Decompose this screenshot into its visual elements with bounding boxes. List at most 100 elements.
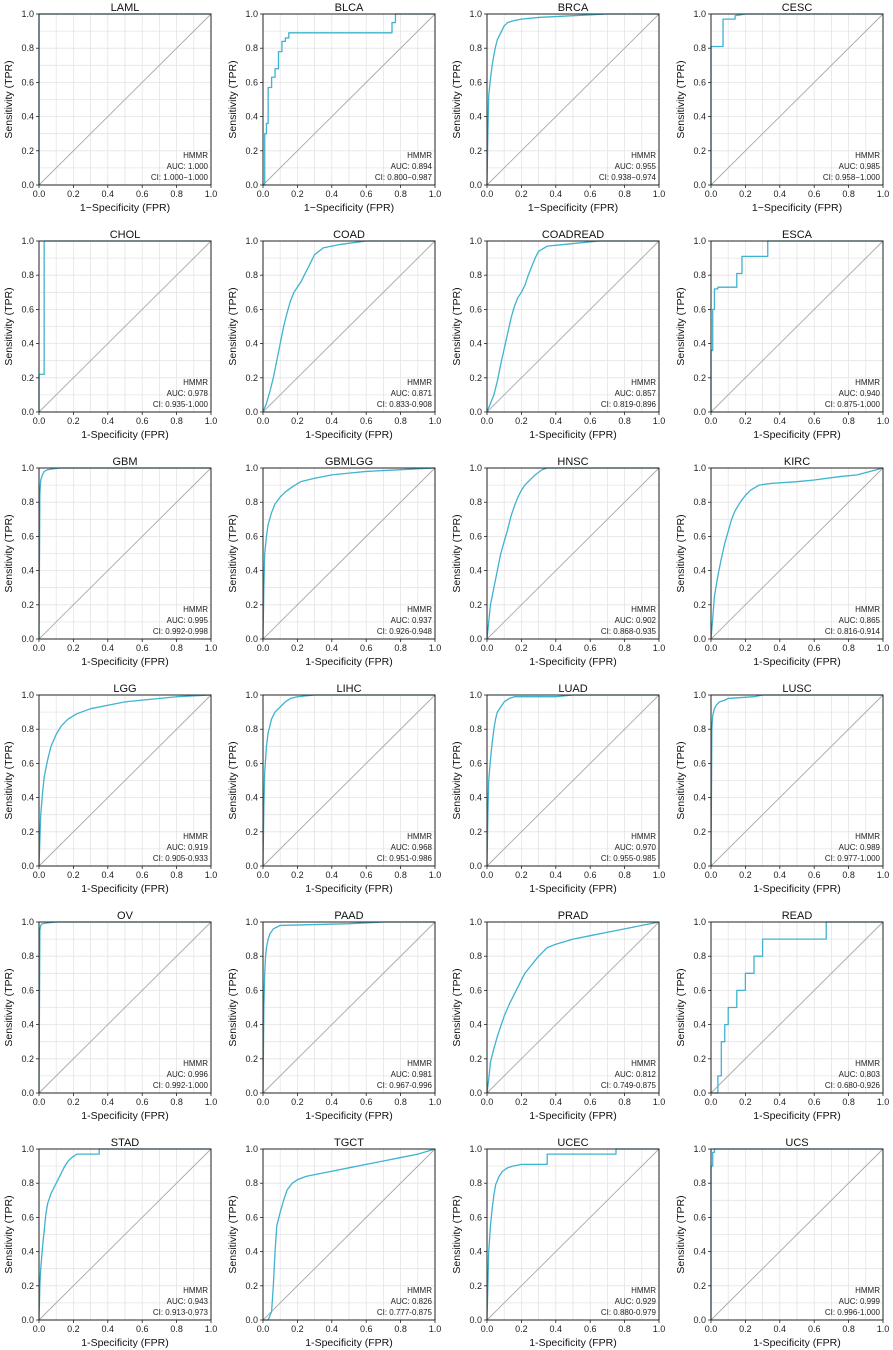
- roc-panel-prad: 0.0 0.2 0.4 0.6 0.8 1.0 0.0 0.2 0.4 0.6 0.8 1.0 PRAD…: [451, 910, 665, 1122]
- auc-annotation-line: AUC: 0.955: [615, 162, 657, 171]
- x-tick-label: 0.8: [394, 870, 407, 880]
- y-tick-label: 0.6: [469, 77, 482, 87]
- auc-annotation-line: AUC: 1.000: [167, 162, 209, 171]
- roc-panel-kirc: 0.0 0.2 0.4 0.6 0.8 1.0 0.0 0.2 0.4 0.6 0.8 1.0 KIRC…: [675, 456, 889, 668]
- auc-annotation-line: HMMR: [855, 1286, 880, 1295]
- y-tick-label: 0.2: [245, 1281, 258, 1291]
- roc-panel-chol: 0.0 0.2 0.4 0.6 0.8 1.0 0.0 0.2 0.4 0.6 0.8 1.0 CHOL…: [3, 229, 217, 441]
- x-tick-label: 0.4: [326, 189, 339, 199]
- roc-curve: [262, 240, 435, 413]
- auc-annotation-line: HMMR: [407, 605, 432, 614]
- panel-title: LIHC: [336, 683, 361, 695]
- auc-annotation-line: CI: 0.777-0.875: [377, 1308, 433, 1317]
- x-tick-label: 0.6: [360, 189, 373, 199]
- auc-annotation-line: CI: 0.833-0.908: [377, 400, 433, 409]
- x-tick-label: 0.8: [842, 189, 855, 199]
- reference-diagonal: [486, 467, 660, 640]
- y-tick-label: 1.0: [469, 463, 482, 473]
- x-tick-label: 1.0: [877, 870, 890, 880]
- y-tick-label: 0.8: [693, 1178, 706, 1188]
- y-tick-label: 1.0: [469, 690, 482, 700]
- panel-title: HNSC: [557, 456, 588, 468]
- auc-annotation-line: CI: 0.958−1.000: [823, 173, 881, 182]
- y-tick-label: 1.0: [693, 917, 706, 927]
- reference-diagonal: [710, 240, 884, 413]
- x-tick-label: 0.6: [136, 1097, 149, 1107]
- y-axis-label: Sensitivity (TPR): [227, 741, 239, 819]
- y-tick-label: 1.0: [693, 463, 706, 473]
- y-axis-label: Sensitivity (TPR): [3, 60, 15, 138]
- x-tick-label: 0.0: [257, 1324, 270, 1334]
- x-tick-label: 0.0: [33, 643, 46, 653]
- roc-panel-hnsc: 0.0 0.2 0.4 0.6 0.8 1.0 0.0 0.2 0.4 0.6 0.8 1.0 HNSC…: [451, 456, 665, 668]
- auc-annotation-line: HMMR: [855, 151, 880, 160]
- x-tick-label: 0.2: [515, 1097, 528, 1107]
- x-tick-label: 0.6: [808, 416, 821, 426]
- x-tick-label: 0.2: [67, 189, 80, 199]
- x-axis-label: 1-Specificity (FPR): [305, 883, 393, 895]
- roc-curve: [711, 921, 883, 1094]
- y-tick-label: 1.0: [469, 1144, 482, 1154]
- y-tick-label: 1.0: [21, 236, 34, 246]
- x-tick-label: 0.4: [102, 1324, 115, 1334]
- panel-title: ESCA: [782, 229, 813, 241]
- y-tick-label: 0.4: [469, 339, 482, 349]
- y-tick-label: 0.0: [469, 861, 482, 871]
- roc-curve: [262, 467, 436, 640]
- x-tick-label: 0.2: [291, 189, 304, 199]
- x-axis-label: 1-Specificity (FPR): [753, 656, 841, 668]
- x-tick-label: 0.4: [774, 1097, 787, 1107]
- y-tick-label: 0.2: [693, 146, 706, 156]
- y-tick-label: 0.0: [21, 180, 34, 190]
- plot-frame: [486, 921, 660, 1094]
- y-tick-label: 0.6: [693, 985, 706, 995]
- x-tick-label: 1.0: [205, 870, 218, 880]
- auc-annotation-line: AUC: 0.871: [391, 389, 433, 398]
- panel-title: UCEC: [557, 1137, 588, 1149]
- x-tick-label: 0.0: [705, 1324, 718, 1334]
- y-tick-label: 0.4: [245, 566, 258, 576]
- y-tick-label: 0.8: [21, 1178, 34, 1188]
- panel-title: BLCA: [335, 2, 364, 14]
- x-tick-label: 0.8: [394, 643, 407, 653]
- y-tick-label: 0.4: [21, 339, 34, 349]
- x-axis-label: 1-Specificity (FPR): [529, 1110, 617, 1122]
- plot-frame: [262, 921, 436, 1094]
- roc-panel-gbm: 0.0 0.2 0.4 0.6 0.8 1.0 0.0 0.2 0.4 0.6 0.8 1.0 GBM 1…: [3, 456, 217, 668]
- plot-frame: [38, 13, 212, 186]
- y-tick-label: 1.0: [21, 1144, 34, 1154]
- y-tick-label: 0.6: [693, 758, 706, 768]
- roc-panel-cesc: 0.0 0.2 0.4 0.6 0.8 1.0 0.0 0.2 0.4 0.6 0.8 1.0 CESC…: [675, 2, 889, 214]
- x-tick-label: 0.8: [170, 870, 183, 880]
- x-tick-label: 0.2: [515, 1324, 528, 1334]
- y-axis-label: Sensitivity (TPR): [227, 287, 239, 365]
- roc-panel-stad: 0.0 0.2 0.4 0.6 0.8 1.0 0.0 0.2 0.4 0.6 0.8 1.0 STAD…: [3, 1137, 217, 1349]
- y-axis-label: Sensitivity (TPR): [675, 1195, 687, 1273]
- auc-annotation-line: HMMR: [631, 1059, 656, 1068]
- roc-panel-tgct: 0.0 0.2 0.4 0.6 0.8 1.0 0.0 0.2 0.4 0.6 0.8 1.0 TGCT…: [227, 1137, 441, 1349]
- y-tick-label: 0.6: [21, 985, 34, 995]
- auc-annotation-line: AUC: 0.929: [615, 1297, 657, 1306]
- y-axis-label: Sensitivity (TPR): [3, 741, 15, 819]
- panel-title: LUSC: [782, 683, 811, 695]
- plot-frame: [38, 694, 212, 867]
- x-tick-label: 0.4: [774, 1324, 787, 1334]
- y-tick-label: 0.4: [693, 1247, 706, 1257]
- y-tick-label: 0.6: [21, 304, 34, 314]
- auc-annotation-line: CI: 0.992-0.998: [153, 627, 209, 636]
- panel-title: BRCA: [558, 2, 589, 14]
- y-tick-label: 0.2: [21, 146, 34, 156]
- y-tick-label: 0.4: [21, 793, 34, 803]
- x-tick-label: 0.8: [170, 643, 183, 653]
- y-tick-label: 0.6: [469, 1212, 482, 1222]
- reference-diagonal: [486, 694, 660, 867]
- x-tick-label: 1.0: [205, 189, 218, 199]
- auc-annotation-line: HMMR: [407, 151, 432, 160]
- auc-annotation-line: HMMR: [183, 605, 208, 614]
- x-tick-label: 0.6: [136, 643, 149, 653]
- x-axis-label: 1-Specificity (FPR): [753, 883, 841, 895]
- auc-annotation-line: CI: 0.749-0.875: [601, 1081, 657, 1090]
- y-tick-label: 0.8: [21, 724, 34, 734]
- y-tick-label: 0.4: [693, 1020, 706, 1030]
